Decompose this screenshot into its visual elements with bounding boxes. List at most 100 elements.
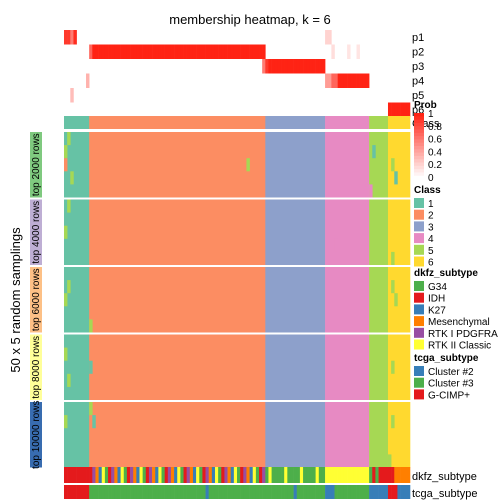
- dkfz-cell: [331, 467, 335, 483]
- tcga-cell: [243, 485, 247, 499]
- dkfz-cell: [303, 467, 307, 483]
- membership-block-6: [387, 199, 411, 265]
- prob-row-label-p5: p5: [412, 90, 424, 102]
- tcga-cell: [186, 485, 191, 499]
- prob-cell: [287, 59, 291, 74]
- prob-cell: [101, 44, 106, 59]
- tcga-cell: [218, 485, 222, 499]
- prob-cell: [356, 44, 360, 59]
- prob-row-label-p3: p3: [412, 61, 424, 73]
- tcga-cell: [325, 485, 329, 499]
- dkfz-cell: [281, 467, 285, 483]
- row-group-4: top 8000 rows: [30, 334, 411, 400]
- row-group-label: top 8000 rows: [31, 336, 42, 399]
- chart-title: membership heatmap, k = 6: [169, 12, 331, 27]
- prob-gradient-step: [414, 113, 424, 117]
- prob-cell: [73, 30, 77, 45]
- prob-gradient-step: [414, 152, 424, 157]
- prob-cell: [183, 44, 187, 59]
- prob-cell: [331, 44, 335, 59]
- annotation-label-tcga: tcga_subtype: [412, 488, 477, 500]
- row-group-label: top 4000 rows: [31, 201, 42, 264]
- tcga-cell: [164, 485, 169, 499]
- prob-cell: [353, 73, 357, 88]
- prob-cell: [130, 44, 134, 59]
- dkfz-cell: [136, 467, 140, 483]
- membership-cell: [391, 158, 395, 172]
- membership-cell: [64, 293, 68, 307]
- prob-tick: 0.8: [428, 122, 442, 133]
- dkfz-cell: [397, 467, 401, 483]
- tcga-cell: [177, 485, 181, 499]
- membership-cell: [391, 280, 395, 294]
- membership-cell: [391, 415, 395, 429]
- dkfz-cell: [170, 467, 175, 483]
- legend-swatch: [414, 304, 424, 315]
- tcga-cell: [158, 485, 162, 499]
- tcga-cell: [120, 485, 125, 499]
- prob-cell: [139, 44, 143, 59]
- tcga-cell: [227, 485, 232, 499]
- tcga-cell: [259, 485, 263, 499]
- prob-gradient-step: [414, 119, 424, 124]
- prob-cell: [237, 44, 241, 59]
- tcga-cell: [82, 485, 87, 499]
- legend-swatch: [414, 389, 424, 400]
- membership-block-4: [325, 334, 370, 400]
- prob-cell: [290, 59, 294, 74]
- tcga-cell: [76, 485, 81, 499]
- dkfz-cell: [262, 467, 266, 483]
- dkfz-cell: [130, 467, 134, 483]
- membership-block-3: [265, 132, 326, 198]
- tcga-cell: [252, 485, 257, 499]
- prob-cell: [111, 44, 115, 59]
- prob-gradient-step: [414, 142, 424, 147]
- legend-item-label: 4: [428, 234, 434, 245]
- tcga-cell: [196, 485, 200, 499]
- prob-tick: 0.4: [428, 147, 442, 158]
- dkfz-cell: [318, 467, 323, 483]
- row-group-2: top 4000 rows: [30, 199, 411, 265]
- tcga-cell: [170, 485, 175, 499]
- prob-cell: [403, 102, 408, 117]
- prob-cell: [70, 30, 74, 45]
- prob-cell: [331, 73, 335, 88]
- prob-cell: [230, 44, 235, 59]
- prob-cell: [394, 102, 398, 117]
- dkfz-cell: [353, 467, 357, 483]
- prob-cell: [142, 44, 147, 59]
- prob-cell: [340, 73, 345, 88]
- tcga-cell: [315, 485, 320, 499]
- class-bar-segment-6: [387, 116, 411, 129]
- tcga-cell: [296, 485, 301, 499]
- dkfz-cell: [271, 467, 276, 483]
- membership-block-3: [265, 402, 326, 468]
- membership-cell: [89, 319, 93, 333]
- tcga-cell: [394, 485, 398, 499]
- prob-cell: [365, 73, 370, 88]
- dkfz-cell: [287, 467, 291, 483]
- legend-swatch: [414, 198, 424, 208]
- dkfz-cell: [369, 467, 373, 483]
- dkfz-cell: [340, 467, 345, 483]
- dkfz-cell: [312, 467, 316, 483]
- dkfz-cell: [237, 467, 241, 483]
- membership-cell: [89, 360, 93, 374]
- prob-cell: [148, 44, 153, 59]
- dkfz-cell: [174, 467, 178, 483]
- prob-row-label-p2: p2: [412, 46, 424, 58]
- legend-swatch: [414, 339, 424, 350]
- tcga-cell: [284, 485, 288, 499]
- prob-cell: [92, 44, 96, 59]
- prob-gradient-step: [414, 172, 424, 177]
- membership-block-6: [387, 132, 411, 198]
- dkfz-cell: [86, 467, 90, 483]
- tcga-cell: [142, 485, 147, 499]
- membership-cell: [325, 199, 329, 213]
- dkfz-cell: [328, 467, 332, 483]
- prob-cell: [262, 44, 266, 59]
- tcga-cell: [161, 485, 165, 499]
- prob-gradient-step: [414, 169, 424, 173]
- tcga-cell: [199, 485, 203, 499]
- prob-gradient-step: [414, 162, 424, 167]
